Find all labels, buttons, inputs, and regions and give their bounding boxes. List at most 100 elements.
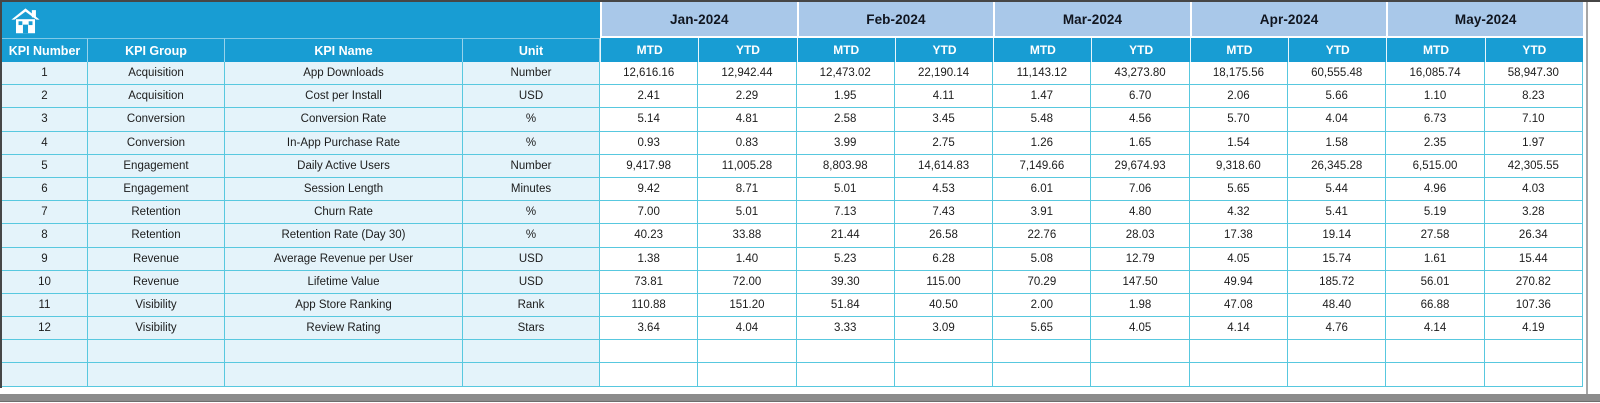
cell-unit[interactable]: %	[463, 131, 600, 155]
cell-value[interactable]: 47.08	[1189, 293, 1289, 318]
cell-unit[interactable]: USD	[463, 270, 600, 294]
cell-value[interactable]: 3.45	[894, 108, 994, 132]
cell-value[interactable]: 4.04	[1288, 108, 1387, 132]
cell-value[interactable]: 4.05	[1189, 247, 1289, 271]
cell-value[interactable]: 2.35	[1386, 131, 1485, 155]
cell-value[interactable]: 1.58	[1288, 131, 1387, 155]
empty-cell[interactable]	[894, 340, 994, 364]
cell-kpi-name[interactable]: Retention Rate (Day 30)	[225, 224, 463, 248]
empty-cell[interactable]	[1386, 340, 1485, 364]
cell-value[interactable]: 8,803.98	[796, 154, 895, 178]
cell-value[interactable]: 4.03	[1484, 177, 1583, 202]
cell-value[interactable]: 72.00	[698, 270, 797, 294]
cell-value[interactable]: 7.13	[796, 201, 895, 225]
cell-unit[interactable]: %	[463, 224, 600, 248]
home-icon[interactable]	[11, 7, 40, 35]
cell-value[interactable]: 28.03	[1091, 224, 1190, 248]
cell-value[interactable]: 4.76	[1288, 317, 1387, 341]
cell-kpi-number[interactable]: 2	[2, 85, 88, 109]
cell-kpi-number[interactable]: 6	[2, 177, 88, 202]
empty-cell[interactable]	[698, 340, 797, 364]
cell-kpi-number[interactable]: 3	[2, 108, 88, 132]
cell-value[interactable]: 4.53	[894, 177, 994, 202]
cell-kpi-name[interactable]: App Downloads	[225, 62, 463, 86]
cell-kpi-name[interactable]: Session Length	[225, 177, 463, 202]
cell-value[interactable]: 3.64	[600, 317, 699, 341]
cell-value[interactable]: 22.76	[993, 224, 1092, 248]
cell-value[interactable]: 5.01	[796, 177, 895, 202]
cell-value[interactable]: 9.42	[600, 177, 699, 202]
cell-kpi-number[interactable]: 10	[2, 270, 88, 294]
cell-value[interactable]: 5.41	[1288, 201, 1387, 225]
cell-kpi-name[interactable]: Cost per Install	[225, 85, 463, 109]
cell-value[interactable]: 147.50	[1091, 270, 1190, 294]
empty-cell[interactable]	[1386, 363, 1485, 387]
cell-kpi-group[interactable]: Revenue	[88, 247, 225, 271]
cell-kpi-name[interactable]: Conversion Rate	[225, 108, 463, 132]
cell-value[interactable]: 49.94	[1189, 270, 1289, 294]
cell-value[interactable]: 8.71	[698, 177, 797, 202]
cell-value[interactable]: 0.93	[600, 131, 699, 155]
cell-value[interactable]: 73.81	[600, 270, 699, 294]
cell-value[interactable]: 5.14	[600, 108, 699, 132]
cell-value[interactable]: 7.10	[1484, 108, 1583, 132]
cell-value[interactable]: 4.19	[1484, 317, 1583, 341]
cell-value[interactable]: 3.28	[1484, 201, 1583, 225]
cell-kpi-group[interactable]: Acquisition	[88, 85, 225, 109]
empty-cell[interactable]	[225, 340, 463, 364]
cell-value[interactable]: 12,473.02	[796, 62, 895, 86]
cell-value[interactable]: 1.26	[993, 131, 1092, 155]
cell-value[interactable]: 2.75	[894, 131, 994, 155]
cell-value[interactable]: 4.11	[894, 85, 994, 109]
cell-value[interactable]: 8.23	[1484, 85, 1583, 109]
cell-unit[interactable]: USD	[463, 247, 600, 271]
cell-value[interactable]: 9,417.98	[600, 154, 699, 178]
empty-cell[interactable]	[225, 363, 463, 387]
cell-value[interactable]: 27.58	[1386, 224, 1485, 248]
cell-value[interactable]: 16,085.74	[1386, 62, 1485, 86]
cell-value[interactable]: 1.97	[1484, 131, 1583, 155]
cell-value[interactable]: 3.99	[796, 131, 895, 155]
empty-cell[interactable]	[88, 340, 225, 364]
cell-kpi-group[interactable]: Conversion	[88, 108, 225, 132]
cell-value[interactable]: 66.88	[1386, 293, 1485, 318]
cell-value[interactable]: 1.40	[698, 247, 797, 271]
cell-value[interactable]: 9,318.60	[1189, 154, 1289, 178]
cell-unit[interactable]: Number	[463, 62, 600, 86]
cell-value[interactable]: 7.00	[600, 201, 699, 225]
cell-kpi-name[interactable]: Review Rating	[225, 317, 463, 341]
cell-kpi-number[interactable]: 9	[2, 247, 88, 271]
cell-kpi-group[interactable]: Visibility	[88, 317, 225, 341]
cell-value[interactable]: 6.01	[993, 177, 1092, 202]
cell-value[interactable]: 4.05	[1091, 317, 1190, 341]
cell-value[interactable]: 60,555.48	[1288, 62, 1387, 86]
cell-value[interactable]: 7,149.66	[993, 154, 1092, 178]
cell-value[interactable]: 1.65	[1091, 131, 1190, 155]
cell-value[interactable]: 56.01	[1386, 270, 1485, 294]
cell-value[interactable]: 3.91	[993, 201, 1092, 225]
empty-cell[interactable]	[1189, 363, 1289, 387]
cell-value[interactable]: 19.14	[1288, 224, 1387, 248]
cell-kpi-name[interactable]: Average Revenue per User	[225, 247, 463, 271]
cell-value[interactable]: 5.70	[1189, 108, 1289, 132]
cell-value[interactable]: 70.29	[993, 270, 1092, 294]
cell-unit[interactable]: Stars	[463, 317, 600, 341]
cell-kpi-number[interactable]: 5	[2, 154, 88, 178]
empty-cell[interactable]	[796, 340, 895, 364]
cell-value[interactable]: 4.56	[1091, 108, 1190, 132]
cell-value[interactable]: 1.54	[1189, 131, 1289, 155]
empty-cell[interactable]	[796, 363, 895, 387]
empty-cell[interactable]	[894, 363, 994, 387]
cell-value[interactable]: 29,674.93	[1091, 154, 1190, 178]
cell-value[interactable]: 6,515.00	[1386, 154, 1485, 178]
cell-value[interactable]: 2.41	[600, 85, 699, 109]
cell-value[interactable]: 1.10	[1386, 85, 1485, 109]
cell-value[interactable]: 5.23	[796, 247, 895, 271]
cell-kpi-name[interactable]: Daily Active Users	[225, 154, 463, 178]
cell-value[interactable]: 1.47	[993, 85, 1092, 109]
cell-value[interactable]: 18,175.56	[1189, 62, 1289, 86]
cell-value[interactable]: 33.88	[698, 224, 797, 248]
cell-value[interactable]: 43,273.80	[1091, 62, 1190, 86]
empty-cell[interactable]	[2, 340, 88, 364]
cell-kpi-group[interactable]: Engagement	[88, 154, 225, 178]
